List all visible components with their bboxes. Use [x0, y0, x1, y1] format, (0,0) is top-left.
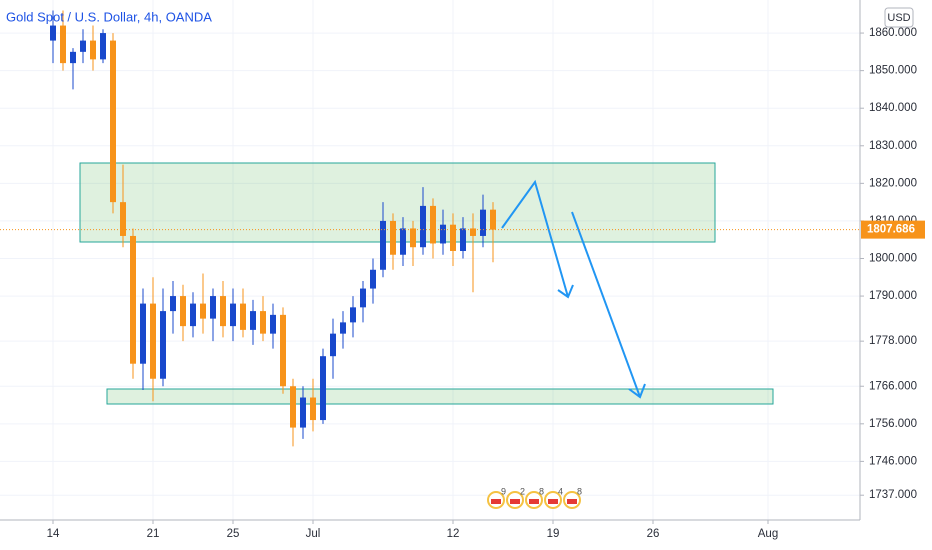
candle-body — [220, 296, 226, 327]
candle-body — [130, 235, 136, 364]
axes: 1860.000 1850.000 1840.000 1830.000 1820.000… — [0, 27, 925, 540]
x-tick-label: 14 — [47, 528, 60, 540]
candle-body — [90, 40, 96, 60]
arrow-head — [557, 284, 574, 299]
candle-body — [410, 228, 416, 248]
candle-body — [260, 311, 266, 334]
x-tick-label: Aug — [758, 528, 778, 540]
candle-body — [280, 314, 286, 387]
candle-body — [200, 303, 206, 319]
candle-body — [160, 311, 166, 379]
candles — [50, 10, 496, 447]
x-tick-label: 26 — [647, 528, 660, 540]
candle-body — [450, 224, 456, 251]
x-tick-label: 19 — [547, 528, 560, 540]
candle-body — [430, 205, 436, 244]
event-count: 2 — [520, 486, 525, 496]
last-price-label: 1807.686 — [867, 224, 915, 236]
candle-body — [180, 296, 186, 327]
event-flag — [548, 499, 558, 504]
y-tick-label: 1766.000 — [869, 380, 917, 392]
currency-label[interactable]: USD — [887, 12, 910, 24]
time-axis — [0, 520, 860, 550]
event-count: 8 — [539, 486, 544, 496]
y-tick-label: 1850.000 — [869, 65, 917, 77]
event-flag — [491, 499, 501, 504]
candle-body — [250, 311, 256, 330]
y-tick-label: 1756.000 — [869, 418, 917, 430]
arrow-path — [571, 211, 641, 398]
y-tick-label: 1840.000 — [869, 102, 917, 114]
y-tick-label: 1820.000 — [869, 177, 917, 189]
candle-body — [290, 386, 296, 428]
candle-body — [380, 220, 386, 270]
x-tick-label: Jul — [306, 528, 321, 540]
y-tick-label: 1790.000 — [869, 290, 917, 302]
candle-body — [310, 397, 316, 421]
y-tick-label: 1746.000 — [869, 455, 917, 467]
candle-body — [50, 25, 56, 41]
x-tick-label: 25 — [227, 528, 240, 540]
y-tick-label: 1778.000 — [869, 335, 917, 347]
candle-body — [230, 303, 236, 327]
candle-body — [340, 322, 346, 334]
candle-body — [360, 288, 366, 308]
candle-body — [80, 40, 86, 52]
candle-body — [60, 25, 66, 64]
candle-body — [440, 224, 446, 244]
chart-title: Gold Spot / U.S. Dollar, 4h, OANDA — [6, 9, 212, 24]
x-tick-label: 21 — [147, 528, 160, 540]
y-tick-label: 1800.000 — [869, 253, 917, 265]
candle-body — [320, 356, 326, 421]
candle-body — [270, 314, 276, 334]
candle-body — [420, 205, 426, 248]
candle-body — [190, 303, 196, 327]
arrow-path — [501, 179, 569, 298]
events: 9 2 8 4 8 — [487, 486, 582, 509]
currency-button[interactable] — [884, 7, 914, 28]
candle-body — [350, 307, 356, 323]
event-count: 4 — [558, 486, 563, 496]
price-axis — [860, 0, 932, 550]
candle-body — [240, 303, 246, 330]
event-flag — [510, 499, 520, 504]
arrow-head — [628, 383, 646, 399]
resistance-zone — [79, 162, 716, 243]
x-tick-label: 12 — [447, 528, 460, 540]
candle-body — [400, 228, 406, 255]
last-price-box — [861, 220, 925, 239]
event-count: 8 — [577, 486, 582, 496]
candle-body — [100, 33, 106, 60]
candle-body — [120, 202, 126, 236]
candle-body — [330, 333, 336, 357]
grid — [0, 0, 860, 520]
candle-body — [370, 269, 376, 289]
candle-body — [170, 296, 176, 312]
event-flag — [529, 499, 539, 504]
candle-body — [470, 228, 476, 236]
y-tick-label: 1737.000 — [869, 489, 917, 501]
candle-body — [110, 40, 116, 203]
candle-body — [460, 228, 466, 251]
y-tick-label: 1860.000 — [869, 27, 917, 39]
event-count: 9 — [501, 486, 506, 496]
candle-body — [490, 209, 496, 230]
candle-body — [70, 51, 76, 64]
y-tick-label: 1830.000 — [869, 140, 917, 152]
candle-body — [140, 303, 146, 364]
candle-body — [480, 209, 486, 236]
candle-body — [300, 397, 306, 428]
event-flag — [567, 499, 577, 504]
candle-body — [210, 296, 216, 319]
drawings — [79, 162, 774, 405]
arrows — [501, 179, 646, 399]
support-zone — [106, 388, 774, 405]
candle-body — [150, 303, 156, 379]
candle-body — [390, 220, 396, 255]
